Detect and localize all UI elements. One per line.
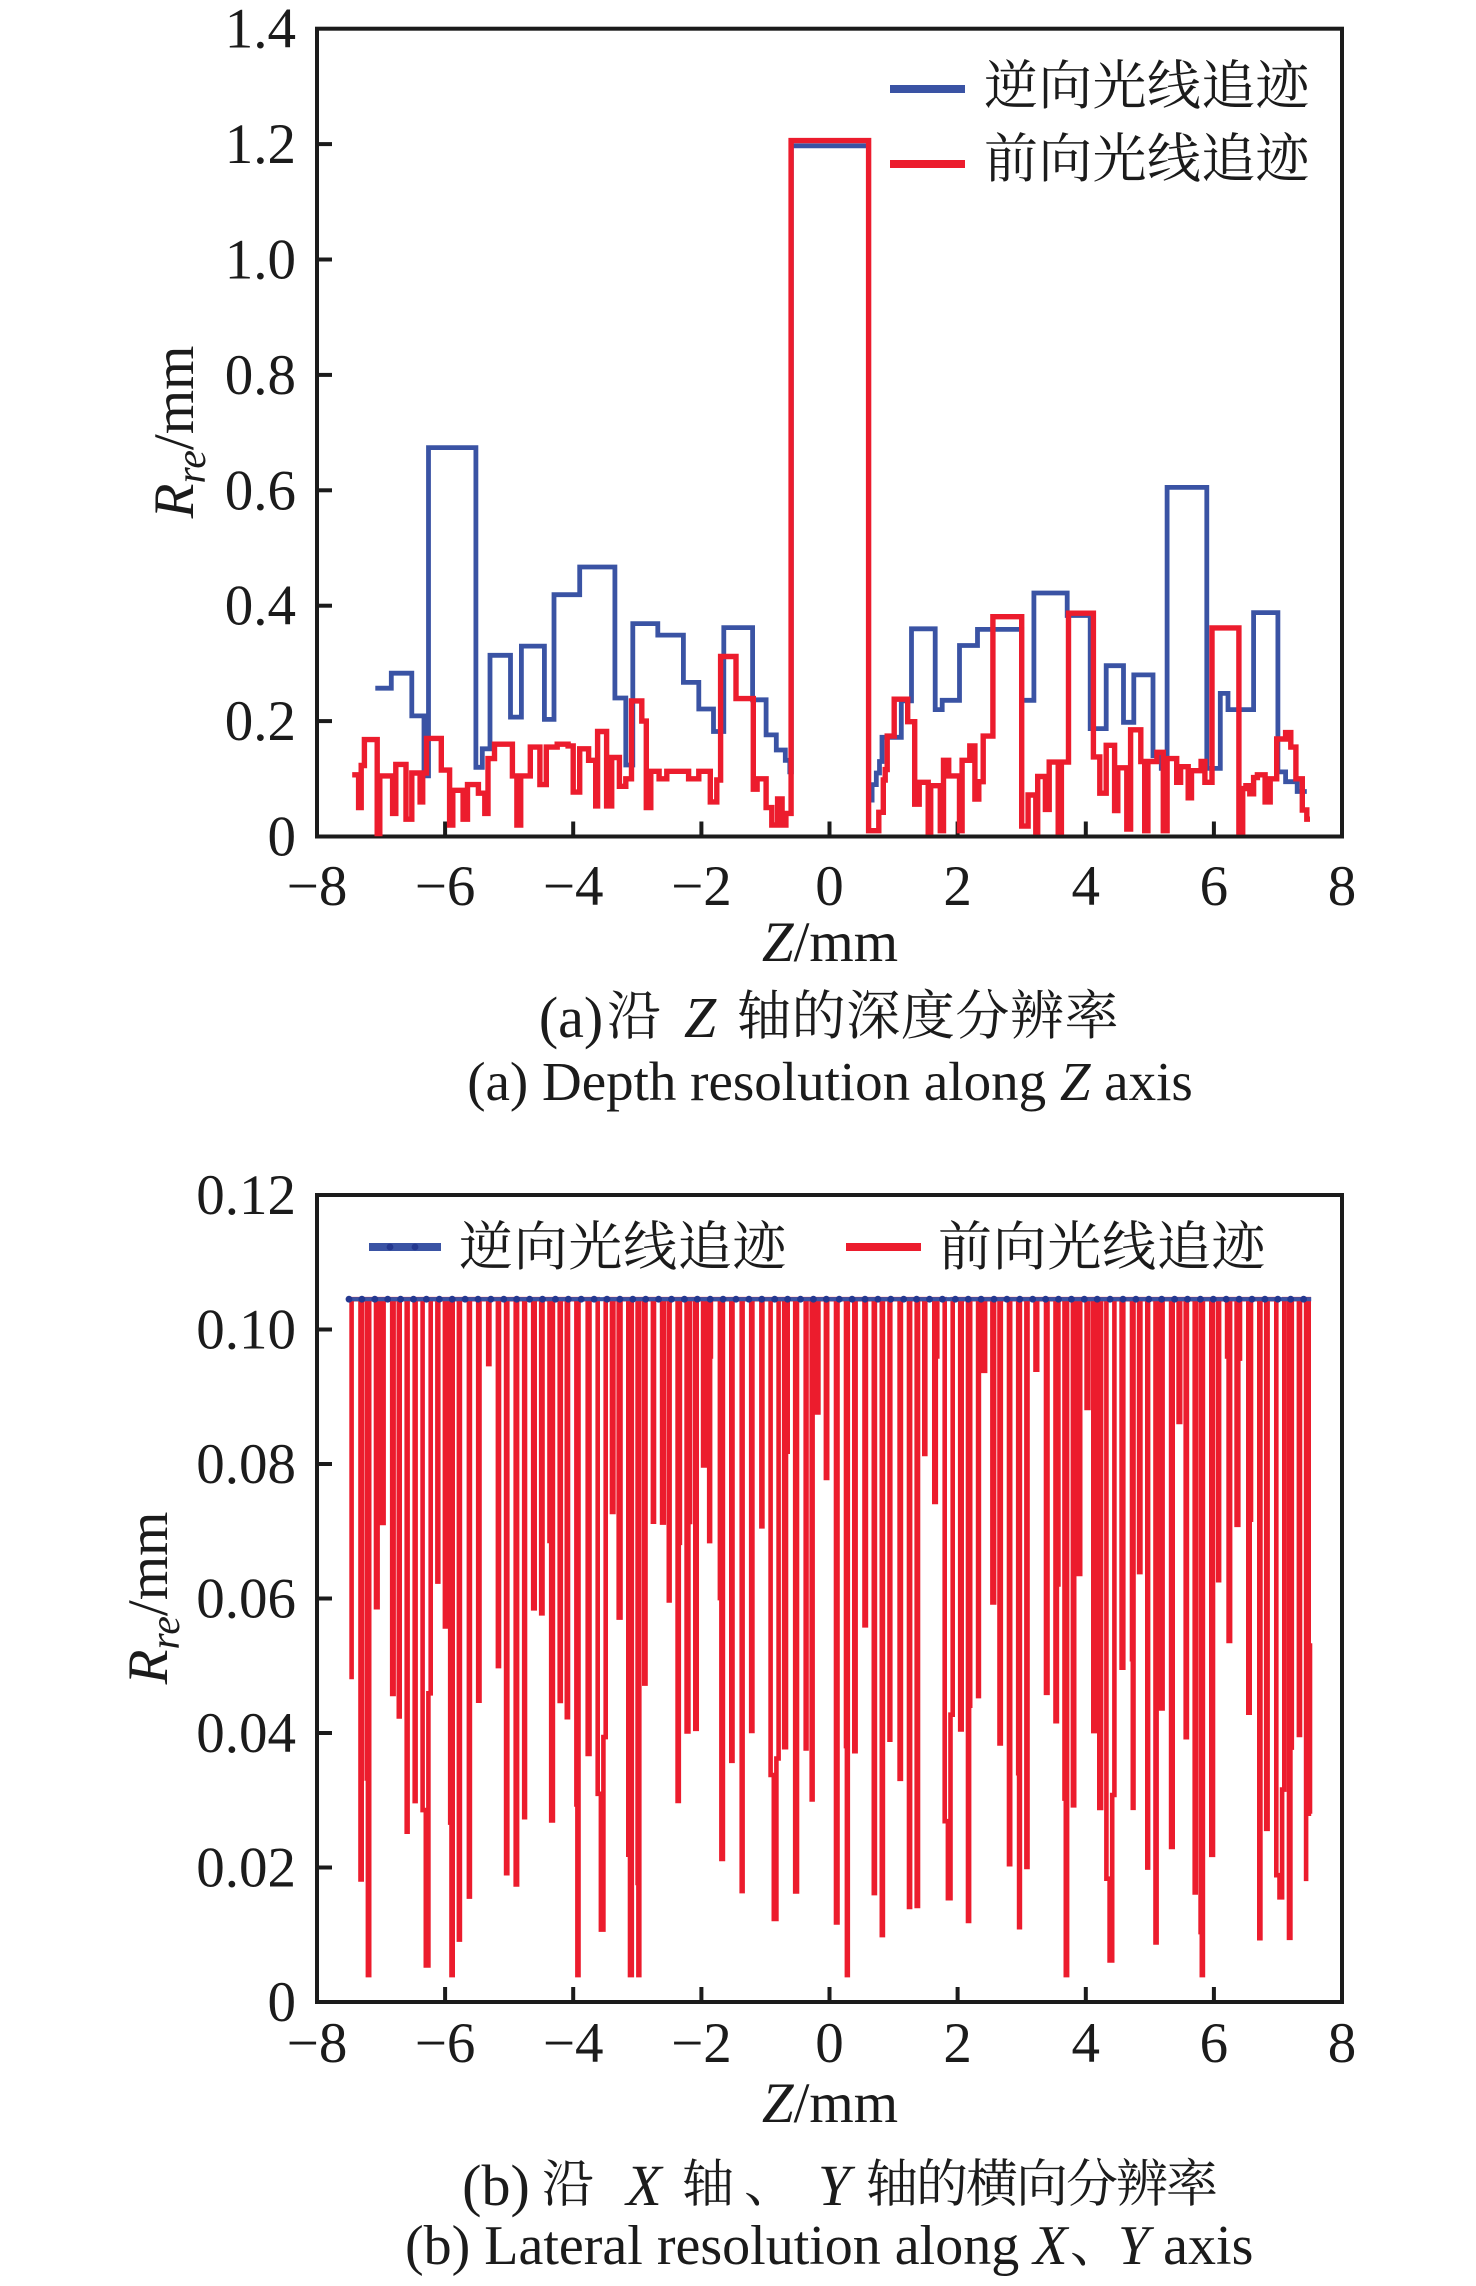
svg-text:−8: −8 <box>287 855 348 918</box>
svg-text:0.12: 0.12 <box>196 1164 296 1227</box>
svg-text:1.2: 1.2 <box>225 113 296 176</box>
svg-text:2: 2 <box>943 2012 972 2075</box>
svg-text:0.8: 0.8 <box>225 344 296 407</box>
svg-text:6: 6 <box>1200 2012 1229 2075</box>
svg-text:0.6: 0.6 <box>225 459 296 522</box>
svg-text:(b) Lateral resolution along X: (b) Lateral resolution along X <box>405 2215 1070 2277</box>
svg-text:0.06: 0.06 <box>196 1568 296 1631</box>
svg-text:1.4: 1.4 <box>225 0 296 61</box>
svg-text:Rre/mm: Rre/mm <box>143 346 215 520</box>
svg-text:2: 2 <box>943 855 972 918</box>
svg-text:1.0: 1.0 <box>225 229 296 292</box>
svg-text:8: 8 <box>1328 2012 1357 2075</box>
svg-text:−2: −2 <box>671 855 732 918</box>
svg-text:0: 0 <box>815 855 844 918</box>
svg-text:Z: Z <box>684 985 717 1050</box>
svg-text:−8: −8 <box>287 2012 348 2075</box>
svg-text:Z/mm: Z/mm <box>762 2072 898 2135</box>
svg-text:6: 6 <box>1200 855 1229 918</box>
svg-text:(a) Depth resolution along Z a: (a) Depth resolution along Z axis <box>467 1051 1193 1112</box>
svg-text:4: 4 <box>1072 855 1101 918</box>
svg-text:−6: −6 <box>415 2012 476 2075</box>
svg-text:0.08: 0.08 <box>196 1433 296 1496</box>
svg-text:(a): (a) <box>539 985 603 1050</box>
svg-text:−4: −4 <box>543 2012 604 2075</box>
svg-text:(b): (b) <box>462 2153 530 2218</box>
svg-text:0.02: 0.02 <box>196 1837 296 1900</box>
svg-text:0: 0 <box>268 1971 297 2034</box>
svg-text:Y: Y <box>818 2153 856 2218</box>
svg-text:−4: −4 <box>543 855 604 918</box>
svg-text:0.10: 0.10 <box>196 1299 296 1362</box>
svg-text:0.4: 0.4 <box>225 575 296 638</box>
svg-text:0.04: 0.04 <box>196 1702 296 1765</box>
svg-text:Y axis: Y axis <box>1118 2215 1253 2277</box>
svg-text:0: 0 <box>268 806 297 869</box>
svg-text:4: 4 <box>1072 2012 1101 2075</box>
svg-text:Z/mm: Z/mm <box>762 911 898 974</box>
svg-text:0.2: 0.2 <box>225 690 296 753</box>
svg-text:Rre/mm: Rre/mm <box>117 1512 189 1686</box>
svg-text:−2: −2 <box>671 2012 732 2075</box>
svg-text:X: X <box>624 2153 664 2218</box>
svg-text:−6: −6 <box>415 855 476 918</box>
svg-text:8: 8 <box>1328 855 1357 918</box>
svg-text:0: 0 <box>815 2012 844 2075</box>
